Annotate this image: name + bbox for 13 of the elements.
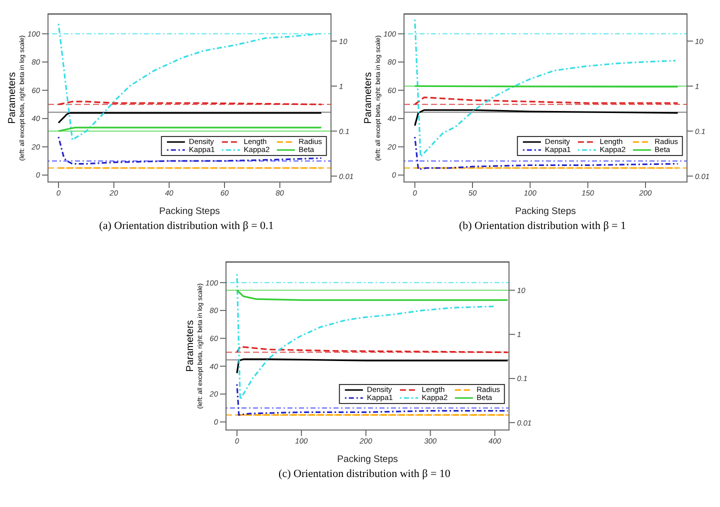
text: (c) Orientation distribution with β = 10 xyxy=(278,468,452,480)
line-series xyxy=(414,136,679,170)
x-axis-title: Packing Steps xyxy=(337,454,398,465)
line-series xyxy=(414,109,679,126)
text: (b) Orientation distribution with β = 1 xyxy=(458,220,627,232)
line-series xyxy=(236,289,509,301)
line-series xyxy=(414,96,679,106)
line-series xyxy=(58,136,322,165)
line-series xyxy=(58,112,322,124)
text: (a) Orientation distribution with β = 0.1 xyxy=(98,220,275,232)
x-axis-title: Packing Steps xyxy=(515,206,576,217)
x-axis-title: Packing Steps xyxy=(159,206,220,217)
line-series xyxy=(414,18,676,158)
